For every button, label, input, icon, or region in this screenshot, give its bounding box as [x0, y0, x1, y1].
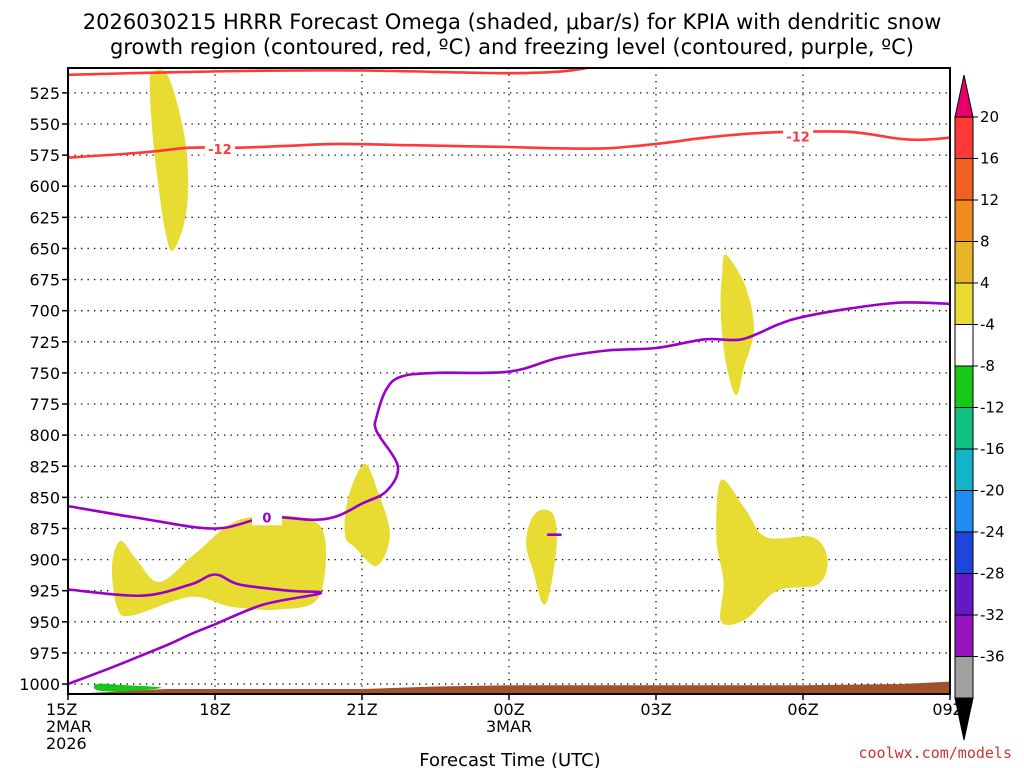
x-tick-label: 00Z	[493, 700, 524, 719]
colorbar-label: 16	[980, 150, 999, 168]
colorbar-label: -24	[980, 523, 1005, 541]
x-tick-label: 09Z	[932, 700, 963, 719]
y-tick-label: 550	[29, 115, 60, 134]
colorbar-swatch	[954, 241, 974, 284]
colorbar-bottom-arrow	[954, 697, 974, 741]
x-axis-title: Forecast Time (UTC)	[419, 750, 600, 768]
y-tick-label: 950	[29, 613, 60, 632]
y-tick-label: 975	[29, 644, 60, 663]
colorbar-swatch	[954, 407, 974, 450]
colorbar-swatch	[954, 199, 974, 242]
colorbar-swatch	[954, 448, 974, 491]
x-tick-label: 18Z	[199, 700, 230, 719]
x-tick-date-label: 2MAR	[46, 717, 92, 736]
omega-shade-region	[149, 69, 189, 251]
y-tick-label: 575	[29, 146, 60, 165]
chart-title-line-1: 2026030215 HRRR Forecast Omega (shaded, …	[83, 10, 942, 34]
x-tick-label: 21Z	[346, 700, 377, 719]
x-tick-year-label: 2026	[46, 734, 87, 753]
plot-contents: -12 -12 0	[68, 68, 950, 694]
y-tick-label: 800	[29, 426, 60, 445]
omega-shade-region	[720, 254, 755, 396]
x-tick-label: 06Z	[787, 700, 818, 719]
contour-line	[68, 573, 323, 686]
y-tick-label: 675	[29, 271, 60, 290]
colorbar-swatch	[954, 365, 974, 408]
colorbar-label: -36	[980, 648, 1005, 666]
x-tick-date-label: 3MAR	[486, 717, 532, 736]
omega-shade-region	[344, 463, 390, 566]
y-tick-label: 825	[29, 457, 60, 476]
contour-label: -12	[208, 143, 232, 158]
colorbar-swatch	[954, 116, 974, 159]
y-tick-label: 775	[29, 395, 60, 414]
contour-label-bg	[204, 140, 235, 157]
y-tick-label: 650	[29, 239, 60, 258]
y-tick-label: 850	[29, 488, 60, 507]
contour-label: -12	[786, 130, 810, 145]
colorbar-label: -12	[980, 399, 1005, 417]
colorbar-swatch	[954, 158, 974, 201]
y-tick-label: 700	[29, 302, 60, 321]
omega-shade-region	[93, 683, 162, 692]
chart-title-line-2: growth region (contoured, red, ºC) and f…	[110, 35, 914, 59]
colorbar-label: 4	[980, 274, 990, 292]
terrain-fill	[68, 681, 950, 694]
colorbar-label: -32	[980, 606, 1005, 624]
colorbar-label: 20	[980, 108, 999, 126]
colorbar-label: 8	[980, 233, 990, 251]
omega-shade-region	[526, 509, 557, 605]
contour-line	[68, 130, 950, 159]
y-tick-label: 875	[29, 519, 60, 538]
colorbar-swatch	[954, 614, 974, 657]
colorbar-label: -8	[980, 357, 995, 375]
colorbar-swatch	[954, 656, 974, 699]
colorbar-top-arrow	[954, 74, 974, 118]
credit-text: coolwx.com/models	[858, 744, 1012, 762]
x-tick-label: 15Z	[46, 700, 77, 719]
y-tick-label: 925	[29, 582, 60, 601]
y-tick-label: 725	[29, 333, 60, 352]
contour-label-bg	[251, 509, 282, 526]
contour-line	[68, 301, 950, 530]
y-tick-label: 900	[29, 551, 60, 570]
y-tick-label: 525	[29, 84, 60, 103]
y-tick-label: 750	[29, 364, 60, 383]
x-tick-label: 03Z	[640, 700, 671, 719]
plot-area: -12 -12 0	[67, 67, 951, 695]
y-tick-label: 600	[29, 177, 60, 196]
colorbar-legend: 20 16 12 8 4 -4 -8 -12 -16 -20 -24 -28 -32 -36	[954, 74, 1005, 741]
colorbar-swatch	[954, 324, 974, 367]
colorbar-label: -16	[980, 440, 1005, 458]
colorbar-swatch	[954, 490, 974, 533]
colorbar-label: 12	[980, 191, 999, 209]
contour-label-bg	[783, 128, 814, 145]
colorbar-swatch	[954, 531, 974, 574]
colorbar-swatch	[954, 573, 974, 616]
colorbar-swatch	[954, 282, 974, 325]
y-tick-label: 625	[29, 208, 60, 227]
colorbar-label: -28	[980, 565, 1005, 583]
contour-line	[68, 68, 589, 77]
colorbar-label: -4	[980, 316, 995, 334]
y-tick-label: 1000	[19, 675, 60, 694]
omega-shade-region	[716, 479, 828, 626]
y-axis: 525 550 575 600 625 650 675 700 725 750 775 800 825 8…	[19, 84, 68, 694]
colorbar-label: -20	[980, 482, 1005, 500]
contour-label: 0	[262, 511, 271, 526]
